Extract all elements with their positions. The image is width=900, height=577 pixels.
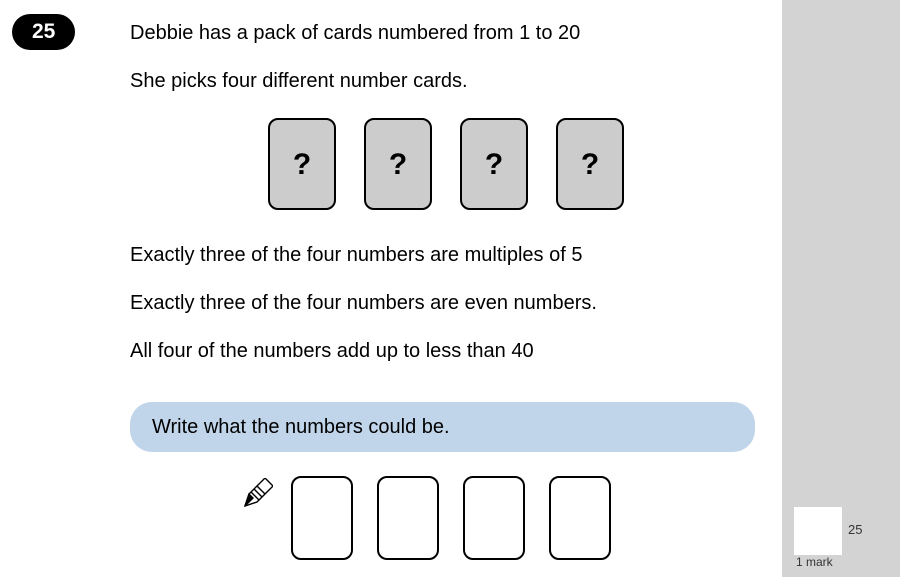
picked-card: ? (364, 118, 432, 210)
answer-box[interactable] (377, 476, 439, 560)
answer-row (90, 476, 762, 560)
picked-card: ? (268, 118, 336, 210)
answer-box[interactable] (549, 476, 611, 560)
answer-box[interactable] (463, 476, 525, 560)
content-area: 25 Debbie has a pack of cards numbered f… (0, 0, 782, 577)
question-line-5: All four of the numbers add up to less t… (130, 336, 762, 366)
answer-box[interactable] (291, 476, 353, 560)
question-body: Debbie has a pack of cards numbered from… (130, 18, 762, 560)
instruction-prompt: Write what the numbers could be. (130, 402, 755, 452)
marking-margin: 25 1 mark (782, 0, 900, 577)
question-line-4: Exactly three of the four numbers are ev… (130, 288, 762, 318)
mark-entry-box[interactable] (794, 507, 842, 555)
margin-question-ref: 25 (848, 522, 862, 537)
question-line-3: Exactly three of the four numbers are mu… (130, 240, 762, 270)
picked-card: ? (460, 118, 528, 210)
picked-card: ? (556, 118, 624, 210)
question-line-1: Debbie has a pack of cards numbered from… (130, 18, 762, 48)
worksheet-page: 25 Debbie has a pack of cards numbered f… (0, 0, 900, 577)
question-number-badge: 25 (12, 14, 75, 50)
question-line-2: She picks four different number cards. (130, 66, 762, 96)
pencil-icon (241, 478, 273, 510)
mark-allocation-label: 1 mark (796, 555, 833, 569)
picked-cards-row: ? ? ? ? (130, 118, 762, 210)
